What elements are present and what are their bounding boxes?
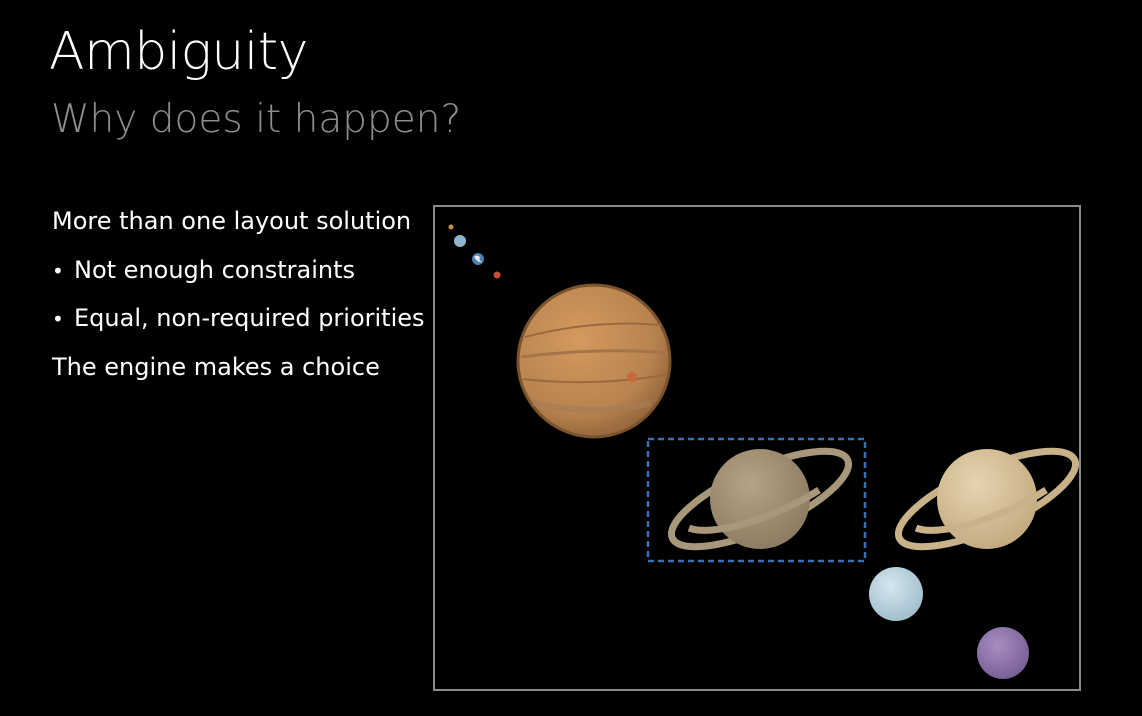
bullet-dot-icon: • [52,259,64,283]
saturn-icon [894,447,1079,551]
intro-text: More than one layout solution [52,207,412,235]
slide-subtitle: Why does it happen? [51,97,462,142]
venus-icon [454,235,466,247]
bullet-item: • Equal, non-required priorities [52,304,425,332]
jupiter-icon [516,283,672,439]
slide-title: Ambiguity [49,22,308,82]
bullet-text: Not enough constraints [74,256,355,284]
planet-diagram-canvas [448,224,1079,679]
mars-icon [493,271,501,279]
uranus-icon [869,567,923,621]
bullet-dot-icon: • [52,307,64,331]
neptune-icon [977,627,1029,679]
mercury-icon [448,224,454,230]
bullet-item: • Not enough constraints [52,256,355,284]
bullet-text: Equal, non-required priorities [74,304,425,332]
saturn-icon [667,447,853,551]
planet-layout-diagram [433,205,1081,691]
conclusion-text: The engine makes a choice [52,353,380,381]
earth-icon [472,253,484,265]
